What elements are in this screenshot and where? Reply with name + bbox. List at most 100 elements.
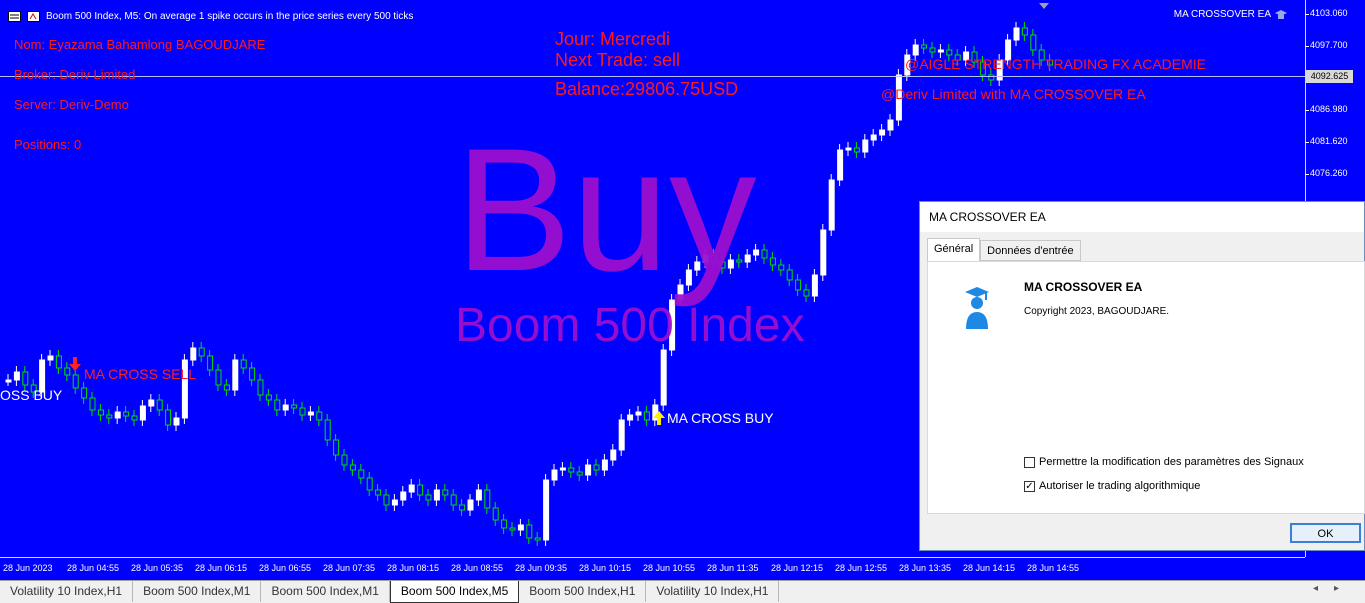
candle bbox=[215, 369, 222, 386]
candle bbox=[988, 74, 995, 81]
ok-button[interactable]: OK bbox=[1290, 523, 1361, 543]
candle bbox=[433, 489, 440, 501]
candle bbox=[148, 399, 155, 407]
time-tick: 28 Jun 13:35 bbox=[899, 563, 952, 573]
candle bbox=[946, 49, 953, 56]
candle bbox=[601, 459, 608, 471]
signals-checkbox[interactable] bbox=[1024, 456, 1035, 468]
chart-tab[interactable]: Boom 500 Index,M5 bbox=[389, 581, 520, 603]
candle bbox=[265, 394, 272, 401]
candle bbox=[501, 519, 508, 529]
candle bbox=[341, 454, 348, 466]
time-tick: 28 Jun 11:35 bbox=[707, 563, 759, 573]
candle bbox=[568, 467, 575, 473]
candle bbox=[526, 524, 533, 539]
candle bbox=[921, 44, 928, 49]
scroll-left-icon[interactable]: ◂ bbox=[1312, 583, 1334, 594]
price-tick: 4076.260 bbox=[1305, 168, 1348, 178]
chart-tab[interactable]: Boom 500 Index,H1 bbox=[519, 581, 647, 602]
candle bbox=[173, 417, 180, 426]
candle bbox=[643, 411, 650, 421]
candle bbox=[694, 261, 701, 271]
graduation-cap-icon bbox=[1275, 10, 1287, 19]
academy-text: @AIGLE STRENGTH TRADING FX ACADEMIE bbox=[905, 56, 1206, 72]
price-tick: 4086.980 bbox=[1305, 104, 1348, 114]
algo-checkbox[interactable]: ✓ bbox=[1024, 480, 1035, 492]
candle bbox=[803, 289, 810, 297]
next-trade-label: Next Trade: sell bbox=[555, 50, 681, 70]
candle bbox=[879, 129, 886, 136]
candle bbox=[509, 527, 516, 531]
dialog-tabs: Général Données d'entrée bbox=[927, 238, 1081, 261]
credit-text: @Deriv Limited with MA CROSSOVER EA bbox=[881, 86, 1146, 102]
time-tick: 28 Jun 07:35 bbox=[323, 563, 376, 573]
candle bbox=[22, 371, 29, 386]
candle bbox=[39, 359, 46, 393]
candle bbox=[383, 494, 390, 506]
candle bbox=[408, 484, 415, 493]
candle bbox=[291, 404, 298, 409]
candle bbox=[837, 149, 844, 181]
tab-general[interactable]: Général bbox=[927, 238, 981, 261]
chart-tab[interactable]: Boom 500 Index,M1 bbox=[133, 581, 262, 602]
candle bbox=[820, 229, 827, 276]
candle bbox=[257, 379, 264, 396]
candle bbox=[979, 61, 986, 76]
candle bbox=[223, 384, 230, 391]
candle bbox=[551, 469, 558, 481]
buy-arrow-icon bbox=[653, 411, 665, 425]
candle bbox=[1005, 39, 1012, 61]
signals-option-label: Permettre la modification des paramètres… bbox=[1039, 456, 1304, 468]
candle bbox=[131, 415, 138, 421]
candle bbox=[862, 139, 869, 153]
scroll-right-icon[interactable]: ▸ bbox=[1333, 583, 1355, 594]
candle bbox=[349, 464, 356, 471]
tab-inputs[interactable]: Données d'entrée bbox=[980, 240, 1081, 261]
trade-mode-icon[interactable] bbox=[27, 10, 40, 22]
candle bbox=[492, 507, 499, 521]
time-tick: 28 Jun 09:35 bbox=[515, 563, 568, 573]
account-name: Nom: Eyazama Bahamlong BAGOUDJARE bbox=[14, 37, 266, 52]
candle bbox=[207, 355, 214, 371]
candle bbox=[13, 371, 20, 381]
candlestick-plot[interactable] bbox=[0, 0, 1305, 557]
current-price-marker: 4092.625 bbox=[1306, 70, 1353, 83]
general-panel: MA CROSSOVER EA Copyright 2023, BAGOUDJA… bbox=[927, 261, 1365, 514]
chart-title: Boom 500 Index, M5: On average 1 spike o… bbox=[46, 10, 414, 22]
chart-tab[interactable]: Volatility 10 Index,H1 bbox=[646, 581, 780, 602]
dialog-title[interactable]: MA CROSSOVER EA bbox=[920, 202, 1364, 232]
candle bbox=[324, 419, 331, 441]
candle bbox=[475, 489, 482, 501]
candle bbox=[853, 147, 860, 153]
candle bbox=[459, 504, 466, 511]
chart-menu-icon[interactable] bbox=[8, 10, 21, 22]
shift-marker-icon[interactable] bbox=[1039, 3, 1049, 10]
candle bbox=[929, 47, 936, 53]
candle bbox=[744, 254, 751, 263]
candle bbox=[534, 537, 541, 541]
candle bbox=[845, 147, 852, 151]
account-broker: Broker: Deriv Limited bbox=[14, 67, 136, 82]
candle bbox=[795, 279, 802, 291]
tab-scroll-arrows[interactable]: ◂▸ bbox=[1313, 583, 1355, 594]
candle bbox=[627, 414, 634, 421]
candle bbox=[5, 379, 12, 383]
candle bbox=[47, 355, 54, 361]
ea-label[interactable]: MA CROSSOVER EA bbox=[1174, 9, 1287, 20]
time-tick: 28 Jun 04:55 bbox=[67, 563, 120, 573]
time-tick: 28 Jun 05:35 bbox=[131, 563, 184, 573]
candle bbox=[417, 484, 424, 496]
algo-option[interactable]: ✓ Autoriser le trading algorithmique bbox=[1024, 480, 1200, 492]
day-label: Jour: Mercredi bbox=[555, 29, 671, 49]
candle bbox=[954, 54, 961, 61]
candle bbox=[904, 54, 911, 76]
chart-tab[interactable]: Boom 500 Index,M1 bbox=[261, 581, 390, 602]
time-axis[interactable]: 28 Jun 2023 28 Jun 04:55 28 Jun 05:35 28 Ju… bbox=[0, 557, 1305, 580]
time-tick: 28 Jun 12:55 bbox=[835, 563, 888, 573]
candle bbox=[1021, 27, 1028, 36]
candle bbox=[1013, 27, 1020, 41]
chart-tab[interactable]: Volatility 10 Index,H1 bbox=[0, 581, 134, 602]
candle bbox=[72, 374, 79, 389]
signals-option[interactable]: Permettre la modification des paramètres… bbox=[1024, 456, 1304, 468]
candle bbox=[887, 119, 894, 131]
